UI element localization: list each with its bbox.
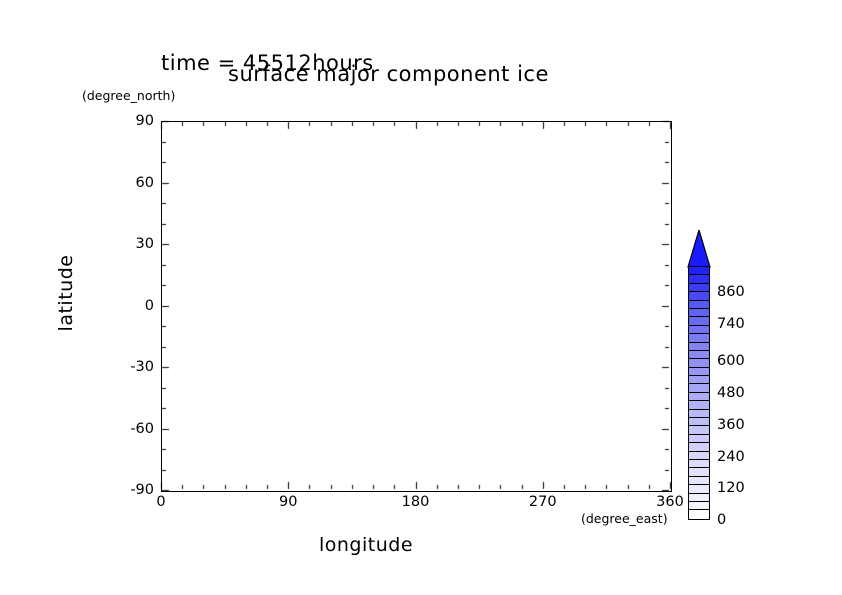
colorbar-band — [689, 392, 709, 402]
y-tick-label: 0 — [144, 297, 154, 314]
colorbar-band — [689, 409, 709, 419]
colorbar-band — [689, 451, 709, 460]
colorbar-band — [689, 434, 709, 444]
colorbar-band — [689, 426, 709, 435]
colorbar-max-arrow-icon — [687, 230, 711, 268]
colorbar-band — [689, 283, 709, 293]
colorbar-tick-label: 360 — [717, 416, 745, 433]
colorbar-band — [689, 485, 709, 494]
y-tick-label: 90 — [135, 113, 154, 129]
colorbar-band — [689, 325, 709, 335]
colorbar-tick-label: 120 — [717, 480, 745, 497]
colorbar-band — [689, 476, 709, 486]
colorbar-band — [689, 342, 709, 351]
colorbar-band — [689, 334, 709, 343]
colorbar-band — [689, 510, 709, 519]
x-tick-label: 90 — [279, 494, 298, 510]
colorbar-band — [689, 418, 709, 427]
colorbar-tick-label: 740 — [717, 316, 745, 333]
y-axis-tick-labels: 90 60 30 0 -30 -60 -90 — [96, 0, 154, 595]
colorbar-band — [689, 300, 709, 309]
colorbar-band — [689, 443, 709, 452]
y-tick-label: -90 — [130, 482, 154, 498]
colorbar-band — [689, 401, 709, 410]
colorbar: 0 120 240 360 480 600 740 860 — [684, 228, 814, 528]
colorbar-band — [689, 501, 709, 511]
colorbar-band — [689, 308, 709, 318]
colorbar-tick-label: 0 — [717, 512, 727, 528]
colorbar-band — [689, 493, 709, 502]
colorbar-band — [689, 275, 709, 284]
colorbar-band — [689, 367, 709, 377]
colorbar-band — [689, 376, 709, 385]
colorbar-tick-label: 480 — [717, 385, 745, 401]
x-tick-label: 270 — [528, 494, 557, 510]
colorbar-tick-label: 860 — [717, 284, 745, 301]
colorbar-band — [689, 459, 709, 469]
y-tick-label: -30 — [130, 359, 154, 375]
y-tick-label: 30 — [135, 236, 154, 252]
colorbar-gradient-bar — [688, 266, 710, 520]
colorbar-tick-label: 600 — [717, 353, 745, 370]
y-tick-label: -60 — [130, 420, 154, 437]
colorbar-tick-label: 240 — [717, 448, 745, 465]
colorbar-band — [689, 468, 709, 477]
colorbar-band — [689, 350, 709, 360]
x-tick-label: 180 — [401, 494, 430, 510]
colorbar-band — [689, 359, 709, 368]
colorbar-band — [689, 317, 709, 326]
y-tick-label: 60 — [135, 174, 154, 191]
x-tick-label: 0 — [156, 494, 166, 510]
colorbar-band — [689, 384, 709, 393]
x-tick-label: 360 — [656, 494, 684, 510]
colorbar-band — [689, 267, 709, 276]
colorbar-band — [689, 292, 709, 301]
